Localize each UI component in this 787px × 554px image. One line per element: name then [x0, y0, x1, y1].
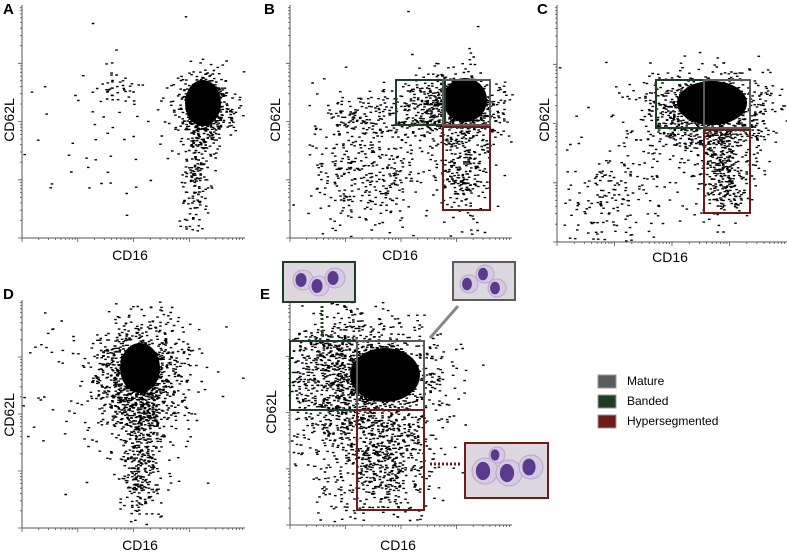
y-axis-label: CD62L — [263, 390, 279, 434]
dense-core — [677, 81, 747, 125]
axis-ticks — [286, 302, 510, 529]
dense-core — [350, 348, 420, 402]
axis-ticks — [18, 7, 243, 242]
legend-swatch — [597, 374, 617, 389]
y-axis-label: CD62L — [536, 98, 552, 142]
axis-ticks — [286, 7, 510, 242]
x-axis-label: CD16 — [112, 247, 148, 263]
panel-letter: E — [260, 286, 270, 303]
x-axis-label: CD16 — [380, 537, 416, 553]
nucleus — [475, 461, 491, 481]
dense-core — [443, 78, 487, 122]
legend-label: Mature — [627, 374, 665, 388]
dense-core — [185, 80, 221, 126]
nucleus — [462, 277, 472, 291]
nucleus — [311, 279, 323, 293]
legend-label: Banded — [627, 394, 668, 408]
nucleus — [490, 449, 500, 461]
scatter-points — [292, 10, 514, 238]
axis-ticks — [18, 302, 243, 532]
x-axis-label: CD16 — [382, 247, 418, 263]
panel-letter: B — [264, 1, 275, 18]
gate — [442, 79, 491, 126]
y-axis-label: CD62L — [1, 98, 17, 142]
panel: C CD16 CD62L — [536, 1, 787, 265]
gate — [442, 126, 491, 211]
legend-label: Hypersegmented — [627, 414, 718, 428]
x-axis-label: CD16 — [122, 537, 158, 553]
panel-letter: A — [3, 1, 14, 18]
x-axis-label: CD16 — [652, 249, 688, 265]
y-axis-label: CD62L — [267, 98, 283, 142]
scatter-points — [23, 16, 246, 232]
legend-swatch — [597, 414, 617, 429]
gate — [703, 79, 751, 129]
axis-ticks — [553, 7, 785, 246]
nucleus — [522, 458, 536, 476]
panel-letter: C — [537, 1, 548, 18]
panel: B CD16 CD62L — [264, 1, 514, 263]
nucleus — [327, 271, 339, 285]
scatter-points — [22, 301, 245, 526]
dense-core — [120, 343, 160, 393]
nucleus — [295, 273, 307, 287]
y-axis-label: CD62L — [1, 393, 17, 437]
panel-letter: D — [3, 286, 14, 303]
panel: A CD16 CD62L — [1, 1, 246, 263]
nucleus — [499, 463, 515, 483]
legend-swatch — [597, 394, 617, 409]
panel: D CD16 CD62L — [1, 286, 245, 553]
panel: E CD16 CD62L — [260, 286, 512, 553]
gate — [703, 129, 751, 214]
connector — [428, 305, 460, 339]
gate — [356, 409, 425, 511]
gate — [395, 79, 446, 126]
nucleus — [478, 267, 488, 281]
nucleus — [490, 281, 500, 295]
